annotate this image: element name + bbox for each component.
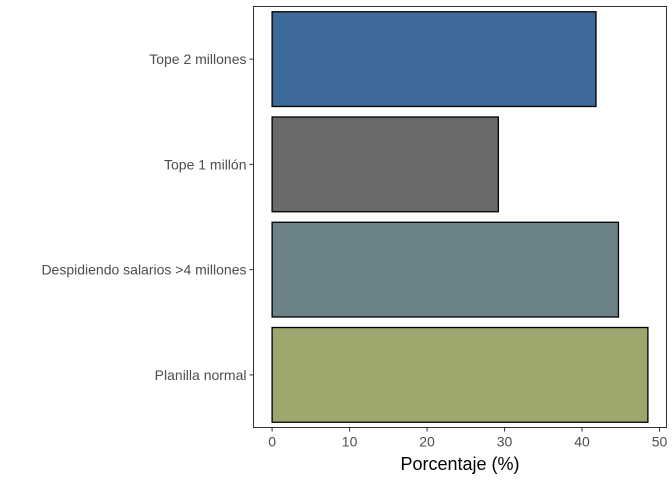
bars bbox=[271, 11, 649, 423]
bar bbox=[271, 116, 500, 213]
y-axis: Tope 2 millones Tope 1 millón Despidiendo … bbox=[41, 51, 254, 383]
y-tick-label: Tope 1 millón bbox=[164, 156, 247, 172]
y-tick-label: Tope 2 millones bbox=[149, 51, 246, 67]
bar bbox=[271, 221, 620, 318]
x-tick-label: 20 bbox=[419, 434, 435, 450]
x-axis: 0 10 20 30 40 50 bbox=[268, 427, 668, 450]
x-tick-label: 50 bbox=[652, 434, 668, 450]
x-tick-label: 40 bbox=[574, 434, 590, 450]
x-tick-label: 10 bbox=[342, 434, 358, 450]
y-tick-label: Despidiendo salarios >4 millones bbox=[41, 262, 246, 278]
x-tick-label: 30 bbox=[497, 434, 513, 450]
bar bbox=[271, 11, 597, 108]
x-axis-title: Porcentaje (%) bbox=[400, 454, 519, 474]
plot-panel bbox=[253, 6, 667, 428]
y-tick-label: Planilla normal bbox=[155, 367, 247, 383]
plot-panel-border bbox=[253, 6, 667, 428]
x-tick-label: 0 bbox=[268, 434, 276, 450]
bar bbox=[271, 326, 649, 423]
